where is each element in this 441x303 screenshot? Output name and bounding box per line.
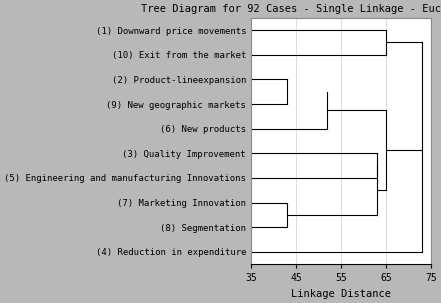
Title: Tree Diagram for 92 Cases - Single Linkage - Euclidean distances: Tree Diagram for 92 Cases - Single Linka…	[141, 4, 441, 14]
X-axis label: Linkage Distance: Linkage Distance	[291, 289, 391, 299]
